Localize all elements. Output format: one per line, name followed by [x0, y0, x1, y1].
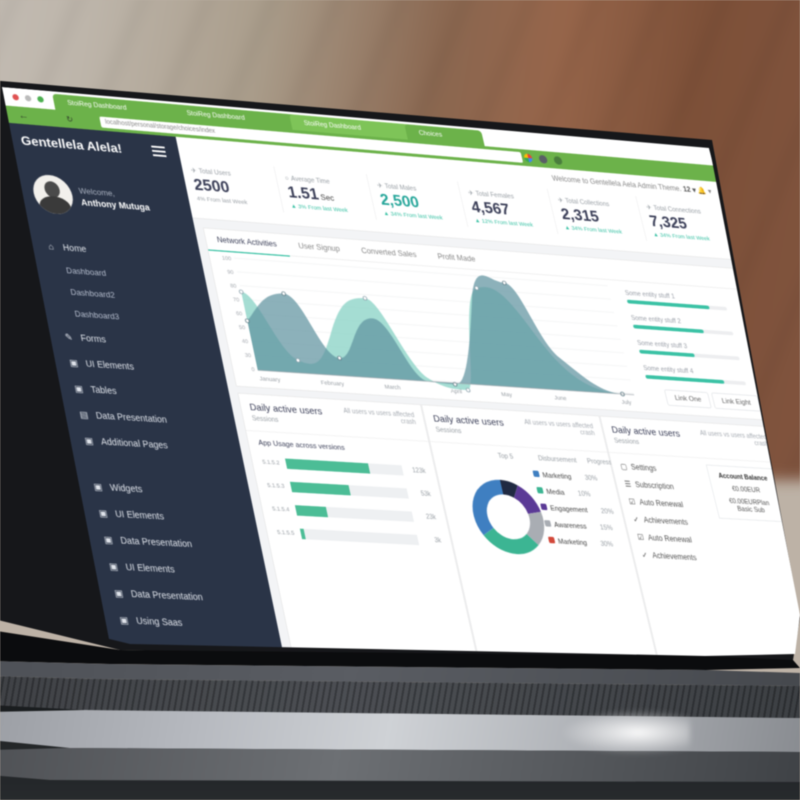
- svg-text:50: 50: [239, 325, 246, 331]
- svg-text:30: 30: [244, 353, 251, 360]
- svg-text:July: July: [621, 400, 632, 407]
- svg-text:February: February: [320, 380, 344, 388]
- svg-text:80: 80: [230, 283, 237, 289]
- svg-text:90: 90: [227, 270, 234, 276]
- svg-text:60: 60: [236, 311, 243, 317]
- svg-text:70: 70: [233, 297, 240, 303]
- svg-text:100: 100: [222, 256, 232, 263]
- svg-text:May: May: [501, 392, 513, 399]
- svg-text:January: January: [259, 376, 281, 383]
- svg-text:0: 0: [251, 367, 255, 373]
- svg-text:March: March: [384, 384, 401, 391]
- svg-text:40: 40: [241, 339, 248, 346]
- svg-text:June: June: [554, 395, 568, 402]
- svg-text:April: April: [450, 389, 463, 396]
